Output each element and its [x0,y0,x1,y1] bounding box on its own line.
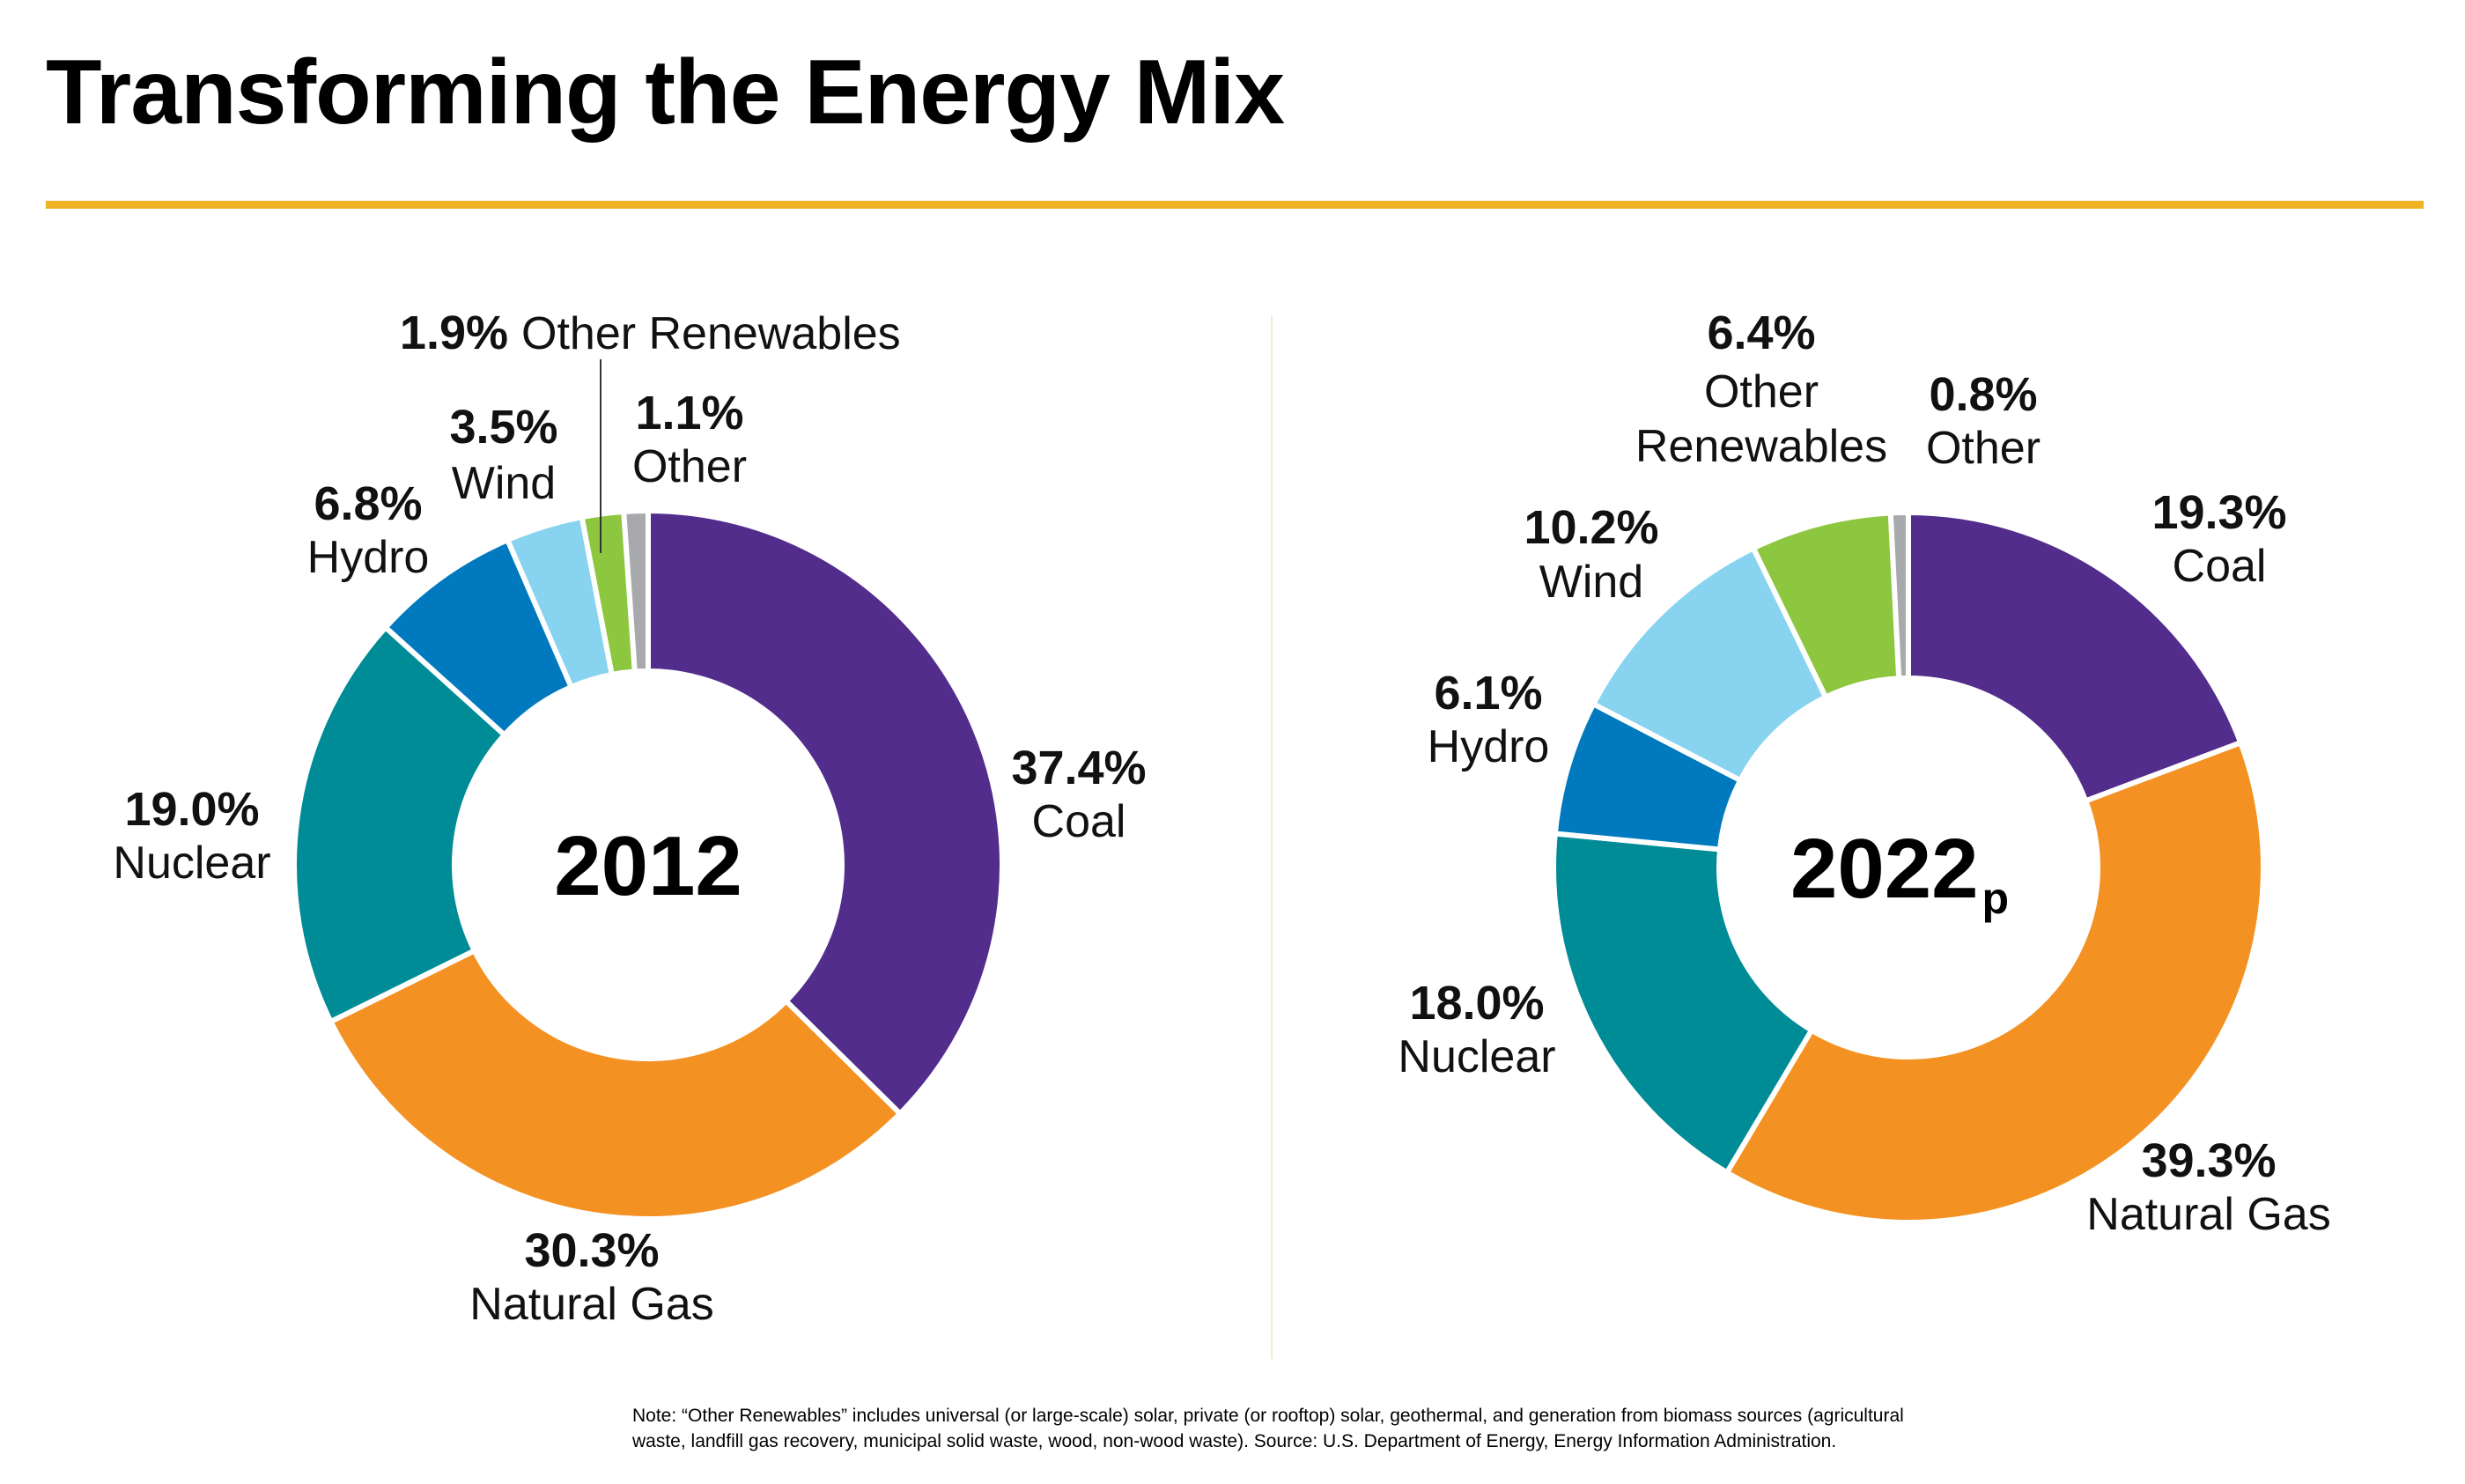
label-name-nuclear: Nuclear [113,838,270,889]
slice-nuclear-2022 [1551,831,1815,1176]
label-name-nuclear: Nuclear [1398,1031,1555,1082]
label-name-other: Other [632,441,747,492]
label-name-hydro: Hydro [307,532,430,583]
slice-other-2022 [1887,510,1911,682]
slice-nuclear-2012 [292,624,507,1024]
label-pct-nuclear: 18.0% [1409,977,1544,1030]
label-pct-other-renewables: 6.4% [1707,306,1815,359]
label-pct-other: 0.8% [1929,368,2037,421]
label-name-coal: Coal [1032,796,1126,847]
label-pct-hydro: 6.1% [1434,667,1542,720]
label-pct-natural-gas: 39.3% [2141,1134,2276,1187]
label-name-hydro: Hydro [1428,721,1550,772]
donut-chart-2022: 19.3%Coal 39.3%Natural Gas 18.0%Nuclear 6.1… [1398,306,2330,1240]
donut-chart-2012: 37.4%Coal 30.3%Natural Gas 19.0%Nuclear 6.8… [113,306,1146,1330]
footnote: Note: “Other Renewables” includes univer… [632,1406,1904,1452]
label-pct-other: 1.1% [635,387,743,439]
label-name-natural-gas: Natural Gas [2086,1189,2330,1240]
slice-natural-gas-2022 [1723,740,2266,1225]
slice-other-2012 [621,508,651,675]
column-divider [1271,315,1273,1359]
center-year-label: 2022p [1790,822,2009,923]
label-pct-hydro: 6.8% [314,477,422,530]
label-name-wind: Wind [1539,557,1643,608]
label-name-wind: Wind [452,458,556,509]
label-name-other-renewables: Other Renewables [521,308,901,359]
label-pct-wind: 10.2% [1524,501,1658,554]
label-name-other: Other [1926,423,2041,474]
label-name-natural-gas: Natural Gas [469,1279,713,1330]
label-pct-natural-gas: 30.3% [524,1224,659,1277]
slice-coal-2022 [1906,510,2244,804]
slice-natural-gas-2012 [328,948,904,1222]
page-title: Transforming the Energy Mix [46,41,1285,144]
label-name-coal: Coal [2173,541,2267,592]
label-name-other-renewables: Other Renewables [1635,366,1887,472]
label-pct-wind: 3.5% [449,401,557,454]
label-pct-coal: 37.4% [1011,742,1146,794]
title-rule [46,201,2424,209]
label-pct-coal: 19.3% [2151,486,2286,539]
slice-coal-2012 [646,508,1006,1117]
center-year-label: 2012 [554,819,742,913]
label-pct-other-renewables: 1.9% [400,306,508,359]
label-pct-nuclear: 19.0% [124,783,259,836]
